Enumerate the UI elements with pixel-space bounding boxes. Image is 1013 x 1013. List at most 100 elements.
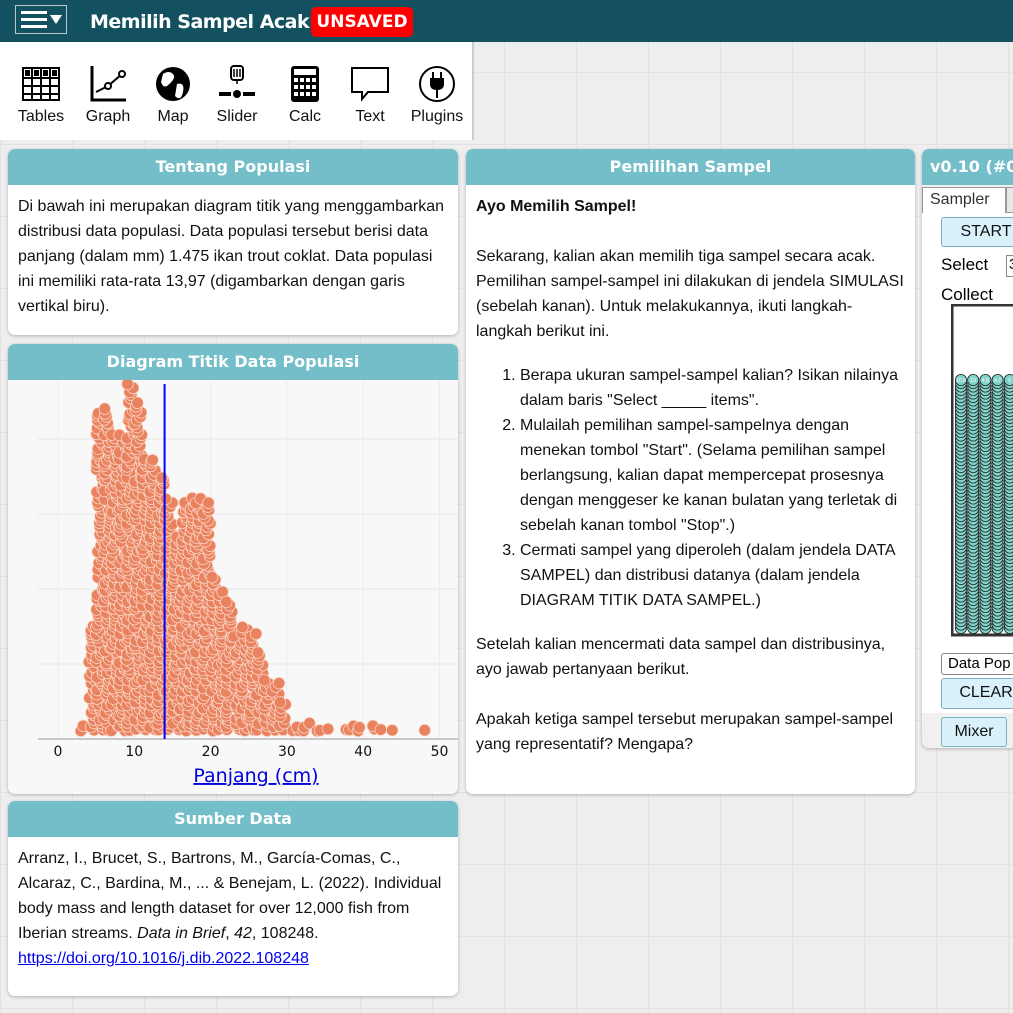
ball-label: 19 [970, 378, 976, 384]
data-point[interactable] [220, 595, 233, 609]
sample-size-input[interactable]: 3 [1006, 255, 1013, 277]
data-point[interactable] [321, 722, 335, 736]
source-select[interactable]: Data Pop [941, 653, 1013, 675]
unsaved-badge: UNSAVED [311, 7, 413, 37]
x-axis-label[interactable]: Panjang (cm) [193, 765, 318, 787]
population-dot-plot-panel: Diagram Titik Data Populasi 0 10 20 30 40 50 P… [8, 344, 458, 794]
panel-title[interactable]: Sumber Data [8, 801, 458, 837]
dropdown-arrow-icon [49, 15, 62, 24]
sample-selection-panel: Pemilihan Sampel Ayo Memilih Sampel! Sek… [466, 149, 915, 794]
step-item: Mulailah pemilihan sampel-sampelnya deng… [520, 413, 905, 538]
data-point[interactable] [251, 646, 265, 659]
slider-tool-button[interactable]: Slider [206, 64, 268, 126]
data-point[interactable] [258, 674, 271, 687]
after-text: Setelah kalian mencermati data sampel da… [476, 636, 886, 678]
slider-label: Slider [216, 108, 258, 125]
slider-icon [219, 65, 255, 98]
document-title[interactable]: Memilih Sampel Acak [90, 11, 310, 33]
data-point[interactable] [303, 716, 316, 730]
step-item: Berapa ukuran sampel-sampel kalian? Isik… [520, 363, 905, 413]
ball-label: 4.7 [994, 378, 1001, 384]
hamburger-menu-button[interactable] [15, 5, 67, 34]
question-text: Apakah ketiga sampel tersebut merupakan … [476, 711, 894, 753]
graph-icon [90, 66, 126, 102]
citation-text: Arranz, I., Brucet, S., Bartrons, M., Ga… [18, 850, 442, 942]
graph-tool-button[interactable]: Graph [77, 64, 139, 126]
plug-icon [419, 66, 455, 102]
data-point[interactable] [159, 492, 172, 506]
data-point[interactable] [202, 496, 215, 509]
panel-title[interactable]: Diagram Titik Data Populasi [8, 344, 458, 380]
data-source-panel: Sumber Data Arranz, I., Brucet, S., Bart… [8, 801, 458, 996]
data-point[interactable] [146, 453, 159, 467]
tool-shelf: Tables Graph Map Slider Calc Text Plugin… [0, 42, 474, 140]
tab-other[interactable] [1006, 187, 1013, 213]
sample-ball [1003, 374, 1013, 386]
sample-ball [979, 374, 992, 387]
plugins-label: Plugins [410, 108, 464, 125]
mixer-button[interactable]: Mixer [941, 717, 1007, 747]
data-point[interactable] [236, 620, 249, 634]
step-item: Cermati sampel yang diperoleh (dalam jen… [520, 538, 905, 613]
data-points [74, 380, 431, 738]
clear-button[interactable]: CLEAR [941, 678, 1013, 709]
data-point[interactable] [155, 471, 169, 485]
panel-title[interactable]: Tentang Populasi [8, 149, 458, 185]
globe-icon [156, 67, 190, 101]
x-tick-label: 40 [354, 744, 372, 760]
dot-plot[interactable]: 0 10 20 30 40 50 Panjang (cm) [8, 380, 458, 794]
journal-name: Data in Brief [137, 925, 226, 942]
about-text: Di bawah ini merupakan diagram titik yan… [18, 198, 444, 315]
sample-ball [967, 374, 980, 387]
map-tool-button[interactable]: Map [142, 64, 204, 126]
x-tick-label: 20 [202, 744, 220, 760]
x-tick-label: 30 [278, 744, 296, 760]
data-point[interactable] [418, 724, 431, 737]
x-tick-label: 10 [125, 744, 143, 760]
data-point[interactable] [272, 676, 286, 690]
journal-volume: 42 [234, 925, 252, 942]
panel-title[interactable]: v0.10 (#00 [922, 149, 1013, 185]
calc-label: Calc [288, 108, 321, 125]
ball-label: 5 [1008, 378, 1011, 384]
sample-ball [955, 374, 967, 387]
map-label: Map [157, 108, 189, 125]
tab-sampler[interactable]: Sampler [922, 187, 1006, 213]
heading: Ayo Memilih Sampel! [476, 198, 637, 215]
x-tick-label: 50 [431, 744, 449, 760]
start-button[interactable]: START [941, 217, 1013, 247]
tables-label: Tables [17, 108, 65, 125]
sampler-plugin-panel: v0.10 (#00 Sampler START Select 3 Collec… [922, 149, 1013, 748]
data-point[interactable] [205, 571, 219, 584]
about-population-panel: Tentang Populasi Di bawah ini merupakan … [8, 149, 458, 335]
table-icon [22, 67, 60, 101]
doi-link[interactable]: https://doi.org/10.1016/j.dib.2022.10824… [18, 950, 309, 967]
intro-text: Sekarang, kalian akan memilih tiga sampe… [476, 248, 904, 340]
data-point[interactable] [131, 396, 144, 410]
graph-label: Graph [85, 108, 131, 125]
data-point[interactable] [353, 721, 366, 734]
calc-tool-button[interactable]: Calc [274, 64, 336, 126]
x-tick-label: 0 [54, 744, 63, 760]
data-point[interactable] [121, 380, 134, 391]
panel-title[interactable]: Pemilihan Sampel [466, 149, 915, 185]
data-point[interactable] [374, 723, 388, 736]
data-point[interactable] [249, 627, 263, 641]
sampler-device[interactable]: 10.8 19 4.5 4.7 5 [951, 304, 1013, 638]
calculator-icon [291, 66, 319, 102]
sample-ball [991, 374, 1004, 387]
citation-pages: , 108248. [251, 925, 319, 942]
steps-list: Berapa ukuran sampel-sampel kalian? Isik… [476, 363, 905, 613]
speech-bubble-icon [351, 67, 389, 102]
tables-tool-button[interactable]: Tables [10, 64, 72, 126]
ball-label: 4.5 [982, 378, 989, 384]
text-tool-button[interactable]: Text [339, 64, 401, 126]
ball-label: 10.8 [956, 378, 966, 384]
top-bar: Memilih Sampel Acak UNSAVED [0, 0, 1013, 42]
data-point[interactable] [386, 724, 399, 737]
data-point[interactable] [98, 402, 111, 415]
plugins-tool-button[interactable]: Plugins [406, 64, 468, 126]
text-label: Text [355, 108, 385, 125]
data-point[interactable] [273, 696, 287, 709]
menu-icon [20, 11, 47, 28]
